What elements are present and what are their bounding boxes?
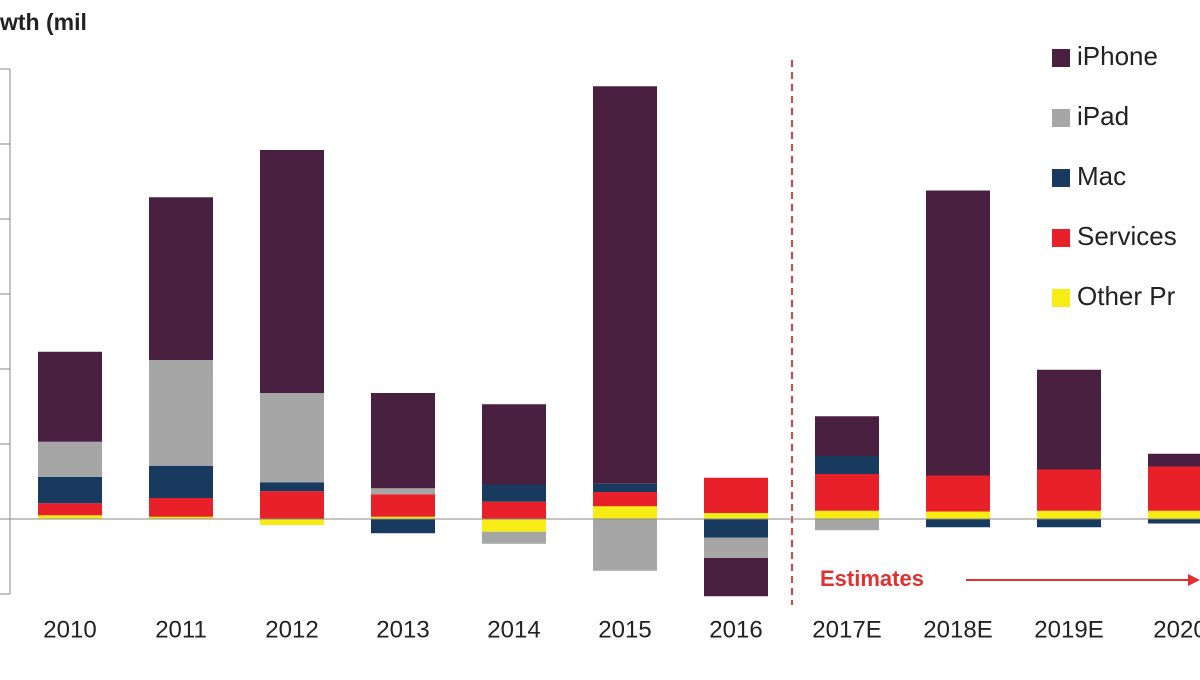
bar-segment [593, 483, 657, 492]
x-tick-label: 2017E [812, 616, 881, 643]
bar-segment [1148, 453, 1200, 467]
bar-segment [371, 488, 435, 495]
bar-segment [38, 477, 102, 504]
x-tick-label: 2011 [155, 616, 207, 643]
bar-segment [482, 519, 546, 532]
legend-label: iPad [1077, 101, 1129, 131]
bar-segment [704, 519, 768, 538]
bar-segment [1148, 510, 1200, 519]
legend-swatch [1052, 109, 1070, 127]
bar-segment [1037, 519, 1101, 528]
bar-segment [371, 393, 435, 489]
bar-segment [371, 519, 435, 534]
bar-segment [1148, 466, 1200, 511]
bar-segment [38, 503, 102, 516]
bar-segment [926, 190, 990, 476]
bar-segment [926, 511, 990, 519]
bar-segment [482, 484, 546, 502]
legend-label: Services [1077, 221, 1177, 251]
legend-label: Mac [1077, 161, 1126, 191]
bar-segment [926, 475, 990, 512]
bar-segment [593, 519, 657, 571]
bar-segment [593, 492, 657, 507]
bar-segment [482, 404, 546, 485]
bar-segment [815, 456, 879, 474]
bar-segment [149, 197, 213, 360]
bar-segment [371, 494, 435, 517]
bar-segment [815, 519, 879, 531]
bar-segment [593, 86, 657, 484]
legend-swatch [1052, 289, 1070, 307]
bar-segment [926, 519, 990, 528]
bar-segment [704, 558, 768, 597]
chart-title: wth (mil [0, 9, 87, 35]
legend-swatch [1052, 169, 1070, 187]
bar-segment [149, 360, 213, 466]
x-tick-label: 2010 [43, 616, 96, 643]
bar-segment [38, 515, 102, 519]
x-tick-label: 2018E [923, 616, 992, 643]
bar-segment [704, 477, 768, 513]
x-tick-label: 2015 [598, 616, 651, 643]
x-tick-label: 2014 [487, 616, 540, 643]
bar-segment [482, 501, 546, 519]
x-tick-label: 2020 [1153, 616, 1200, 643]
bar-segment [260, 491, 324, 519]
bar-segment [593, 506, 657, 519]
bar-segment [38, 351, 102, 442]
annotation: Estimates [820, 566, 924, 591]
bar-segment [815, 474, 879, 511]
bar-segment [482, 531, 546, 544]
bar-segment [149, 516, 213, 519]
bar-segment [260, 482, 324, 492]
bar-segment [704, 537, 768, 558]
bar-segment [260, 393, 324, 483]
x-tick-label: 2013 [376, 616, 429, 643]
bar-segment [1037, 469, 1101, 511]
bar-segment [260, 519, 324, 525]
bar-segment [1037, 369, 1101, 470]
bar-segment [371, 516, 435, 519]
bar-segment [1148, 519, 1200, 524]
x-tick-label: 2012 [265, 616, 318, 643]
legend-swatch [1052, 229, 1070, 247]
bar-segment [815, 416, 879, 456]
bar-segment [38, 441, 102, 477]
bar-segment [1037, 510, 1101, 519]
x-tick-label: 2016 [709, 616, 762, 643]
legend-swatch [1052, 49, 1070, 67]
arrow-head [1188, 574, 1200, 586]
bar-segment [260, 150, 324, 393]
x-tick-label: 2019E [1034, 616, 1103, 643]
bar-segment [815, 510, 879, 519]
legend-label: iPhone [1077, 41, 1158, 71]
bar-segment [704, 513, 768, 519]
bar-segment [149, 465, 213, 498]
legend-label: Other Pr [1077, 281, 1176, 311]
bar-segment [149, 498, 213, 517]
